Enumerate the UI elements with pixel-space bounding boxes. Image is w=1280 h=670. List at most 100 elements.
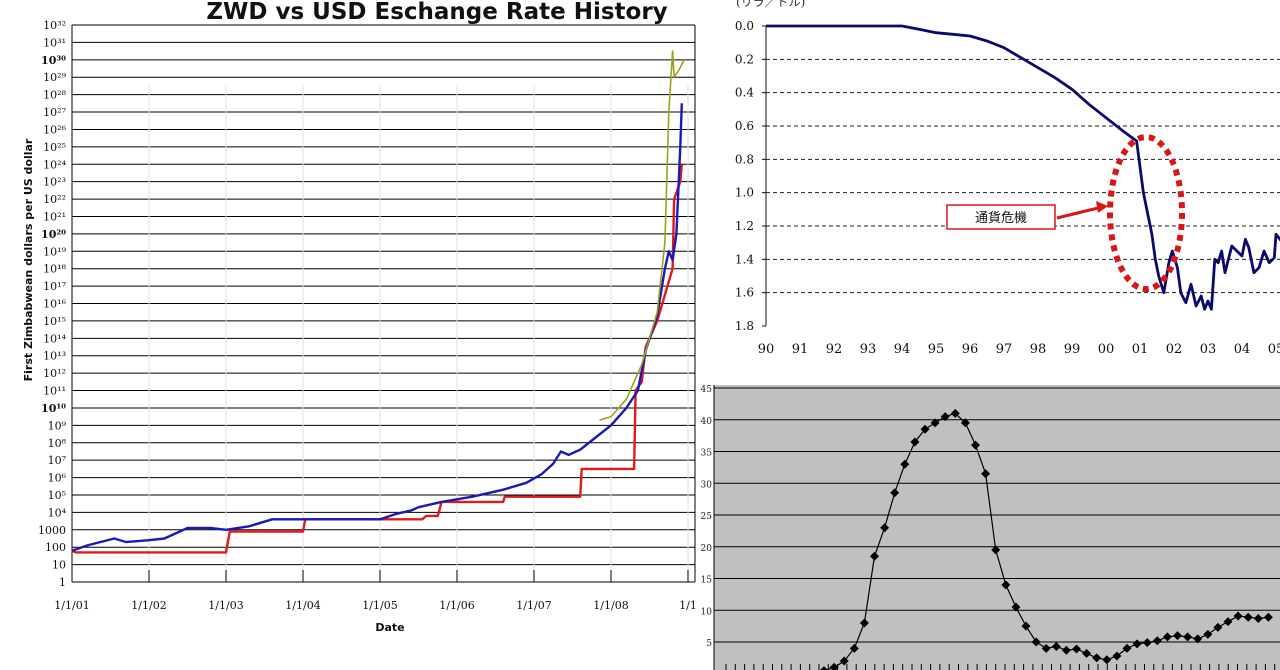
y-tick-label: 1.0 [735, 186, 754, 200]
y-tick-label: 10¹⁹ [43, 245, 66, 258]
y-tick-label: 10⁵ [48, 489, 66, 502]
data-point [1102, 655, 1112, 665]
data-point [910, 437, 920, 447]
x-tick-label: 03 [1200, 342, 1217, 357]
y-axis-label: First Zimbabwean dollars per US dollar [22, 138, 35, 381]
y-tick-label: 10¹⁶ [43, 298, 66, 311]
annotation-text: 通貨危機 [975, 210, 1027, 226]
y-tick-label: 10¹⁵ [43, 315, 66, 328]
data-point [870, 551, 879, 561]
y-tick-label: 1.6 [735, 286, 754, 300]
x-tick-label: 1/1/08 [593, 599, 628, 612]
x-tick-label: 97 [996, 342, 1013, 357]
data-point [849, 643, 859, 653]
data-point [1122, 643, 1132, 653]
data-point [1152, 636, 1162, 646]
series-blue-line [71, 103, 683, 552]
data-point [1142, 638, 1152, 648]
unit-label: (リラ／ドル) [736, 0, 805, 9]
y-tick-label: 10²⁶ [43, 123, 66, 136]
data-point [981, 469, 991, 479]
y-tick-label: 1.4 [735, 252, 754, 266]
y-tick-label: 10¹⁰ [41, 402, 66, 415]
data-point [991, 545, 1001, 555]
data-point [1072, 644, 1081, 654]
data-point [1233, 611, 1243, 621]
y-tick-label: 0.0 [735, 19, 754, 33]
y-tick-label: 10²¹ [43, 210, 66, 223]
y-tick-label: 10⁹ [48, 419, 67, 432]
data-point [1011, 602, 1021, 612]
y-tick-label: 1000 [38, 524, 66, 537]
data-point [920, 424, 930, 434]
y-tick-label: 10¹⁷ [43, 280, 66, 293]
y-tick-label: 10¹² [43, 367, 66, 380]
y-tick-label: 10²³ [43, 176, 66, 189]
chart-title: ZWD vs USD Eschange Rate History [206, 0, 667, 25]
y-tick-label: 10³⁰ [41, 54, 66, 67]
lira-chart: (リラ／ドル) 0.0 0.2 0.4 0.6 0.8 1.0 1.2 1.4 1.6 1.8 90… [735, 0, 1280, 357]
data-point [1253, 614, 1263, 624]
annotation-arrowhead [1096, 201, 1108, 213]
y-tick-label: 10²⁵ [43, 141, 66, 154]
x-tick-label: 94 [894, 342, 911, 357]
data-point [1051, 641, 1061, 651]
y-tick-label: 10¹⁸ [43, 263, 66, 276]
x-tick-label: 98 [1030, 342, 1047, 357]
data-point [1112, 651, 1122, 661]
data-point [1213, 622, 1223, 632]
y-tick-label: 35 [701, 449, 713, 459]
data-point [859, 618, 869, 628]
y-tick-label: 10⁸ [48, 437, 67, 450]
data-point [890, 488, 900, 498]
lira-chart-panel: (リラ／ドル) 0.0 0.2 0.4 0.6 0.8 1.0 1.2 1.4 1.6 1.8 90… [700, 0, 1280, 380]
data-point [1263, 612, 1273, 622]
data-point [880, 523, 890, 533]
x-tick-label: 95 [928, 342, 945, 357]
data-point [1203, 629, 1213, 639]
y-tick-label: 10²⁸ [43, 89, 66, 102]
x-tick-label: 1/1/05 [362, 599, 397, 612]
y-tick-label: 1.2 [735, 219, 754, 233]
x-tick-label: 1/1/04 [285, 599, 320, 612]
x-tick-label: 1/1/03 [208, 599, 243, 612]
data-point [1223, 617, 1233, 627]
y-tick-label: 1.8 [735, 319, 754, 333]
x-tick-label: 96 [962, 342, 979, 357]
y-tick-label: 10 [701, 607, 713, 617]
data-point [1031, 637, 1041, 647]
data-point [1041, 643, 1051, 653]
y-tick-label: 100 [45, 541, 66, 554]
y-tick-label: 10²² [43, 193, 66, 206]
y-tick-label: 0.6 [735, 119, 754, 133]
y-tick-label: 30 [701, 480, 713, 490]
x-tick-label: 04 [1234, 342, 1251, 357]
y-tick-label: 10¹⁴ [43, 332, 66, 345]
x-tick-label: 02 [1166, 342, 1183, 357]
x-tick-label: 92 [826, 342, 843, 357]
data-point [960, 418, 970, 428]
data-point [1243, 612, 1253, 622]
x-tick-label: 99 [1064, 342, 1081, 357]
y-tick-label: 10 [52, 559, 66, 572]
y-tick-label: 1 [59, 576, 66, 589]
x-tick-label: 01 [1132, 342, 1149, 357]
data-point [820, 666, 828, 670]
x-tick-label: 1/1/02 [131, 599, 166, 612]
y-tick-label: 10²⁹ [43, 71, 66, 84]
y-tick-label: 0.2 [735, 52, 754, 66]
data-point [1021, 621, 1031, 631]
x-tick-label: 1/1/06 [439, 599, 474, 612]
exchange-rate-line [766, 24, 1280, 311]
data-point [1193, 634, 1203, 644]
y-tick-label: 10¹¹ [43, 385, 66, 398]
y-tick-label: 10³² [43, 19, 66, 32]
y-tick-label: 0.4 [735, 86, 754, 100]
y-tick-label: 10⁴ [48, 506, 67, 519]
zwd-chart-panel: 1 10 100 1000 10⁴ 10⁵ 10⁶ 10⁷ 10⁸ 10⁹ 10¹⁰ 10¹¹ 10¹²… [22, 0, 697, 634]
x-tick-label: 1/1 [679, 599, 697, 612]
y-tick-label: 40 [701, 417, 713, 427]
y-tick-label: 10²⁴ [43, 158, 66, 171]
zwd-chart: 1 10 100 1000 10⁴ 10⁵ 10⁶ 10⁷ 10⁸ 10⁹ 10¹⁰ 10¹¹ 10¹²… [22, 0, 697, 634]
data-point [1082, 648, 1092, 658]
